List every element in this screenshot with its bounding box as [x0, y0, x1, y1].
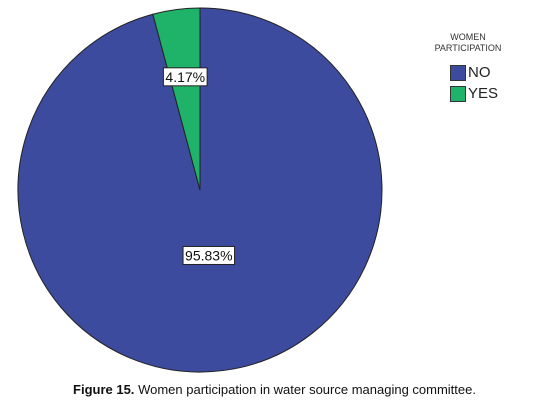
legend-item: NO [450, 64, 538, 81]
legend-label: NO [468, 64, 491, 81]
legend-label: YES [468, 85, 499, 102]
data-label: 95.83% [185, 247, 232, 263]
legend: WOMEN PARTICIPATION NO YES [418, 32, 538, 102]
legend-title: WOMEN PARTICIPATION [434, 32, 502, 53]
pie-slice [152, 7, 201, 191]
label-box [162, 67, 208, 87]
legend-swatch [450, 64, 466, 81]
caption-label: Figure 15. [73, 382, 135, 397]
label-box [182, 245, 236, 265]
chart: 95.83% 4.17% [17, 7, 383, 373]
caption: Figure 15. Women participation in water … [0, 382, 549, 397]
data-label: 4.17% [165, 69, 205, 85]
caption-text: Women participation in water source mana… [138, 382, 476, 397]
legend-item: YES [450, 85, 538, 102]
legend-items: NO YES [450, 64, 538, 102]
legend-swatch [450, 85, 466, 102]
